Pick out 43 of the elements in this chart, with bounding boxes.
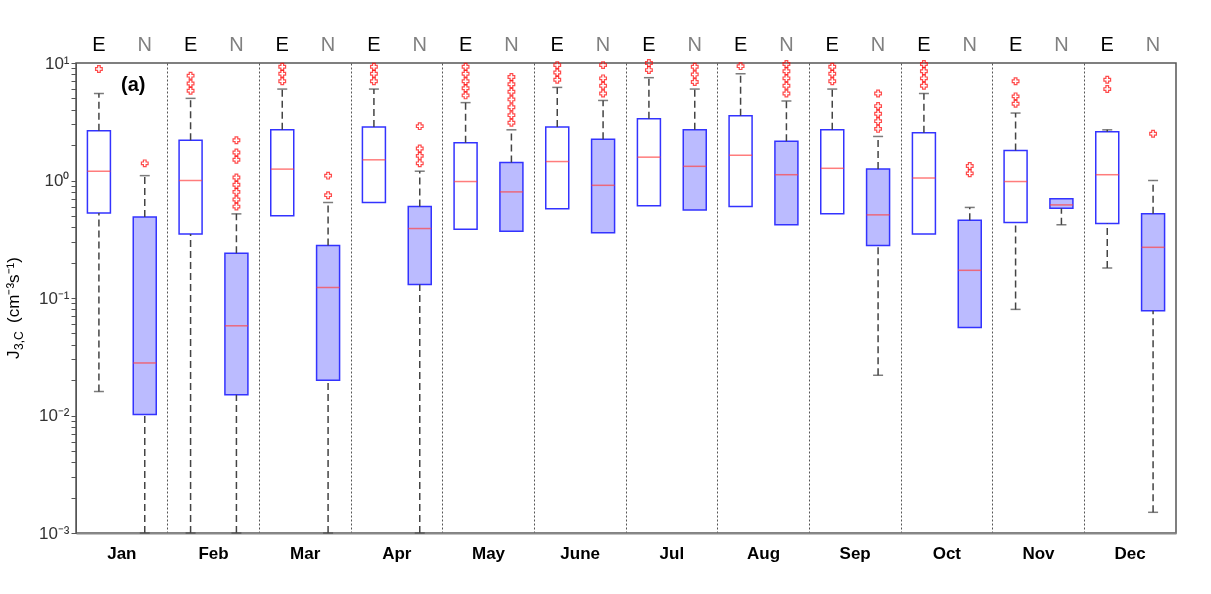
x-tick-label: Feb: [198, 543, 229, 563]
text: N: [962, 33, 977, 55]
x-tick-label: Apr: [382, 543, 412, 563]
y-tick-label: 10⁻²: [38, 406, 70, 425]
text: E: [458, 33, 473, 55]
text: N: [870, 33, 886, 55]
text: N: [412, 33, 427, 55]
text: E: [825, 33, 839, 55]
x-tick-label: June: [560, 543, 601, 563]
text: N: [687, 33, 702, 55]
text: E: [92, 33, 106, 55]
text: E: [917, 33, 931, 55]
text: N: [1054, 33, 1069, 55]
text: E: [275, 33, 289, 55]
text: E: [1100, 33, 1114, 55]
text: N: [779, 33, 794, 55]
text: E: [642, 33, 656, 55]
x-tick-label: Nov: [1022, 543, 1056, 563]
text: N: [229, 33, 244, 55]
x-tick-label: May: [471, 543, 506, 563]
y-tick-label: 10⁻¹: [38, 288, 70, 308]
x-tick-label: Jan: [107, 543, 137, 563]
text: N: [595, 33, 611, 55]
x-tick-label: Mar: [290, 543, 321, 563]
x-tick-label: Aug: [746, 543, 781, 563]
text: E: [550, 33, 564, 55]
x-tick-label: Oct: [932, 543, 962, 563]
x-tick-label: Dec: [1114, 543, 1146, 563]
text: E: [367, 33, 381, 55]
annotation: (a): [121, 73, 146, 95]
x-tick-label: Sep: [839, 543, 871, 563]
y-tick-label: 10⁰: [44, 171, 70, 190]
text: N: [137, 33, 152, 55]
text: E: [733, 33, 748, 55]
text: E: [1008, 33, 1023, 55]
y-axis-title: J3,C (cm⁻³s⁻¹): [4, 257, 26, 360]
text: N: [504, 33, 519, 55]
text: N: [1145, 33, 1161, 55]
y-tick-label: 10⁻³: [38, 523, 70, 543]
y-tick-label: 10¹: [44, 53, 70, 73]
text: E: [183, 33, 198, 55]
text: N: [320, 33, 336, 55]
x-tick-label: Jul: [659, 543, 685, 563]
